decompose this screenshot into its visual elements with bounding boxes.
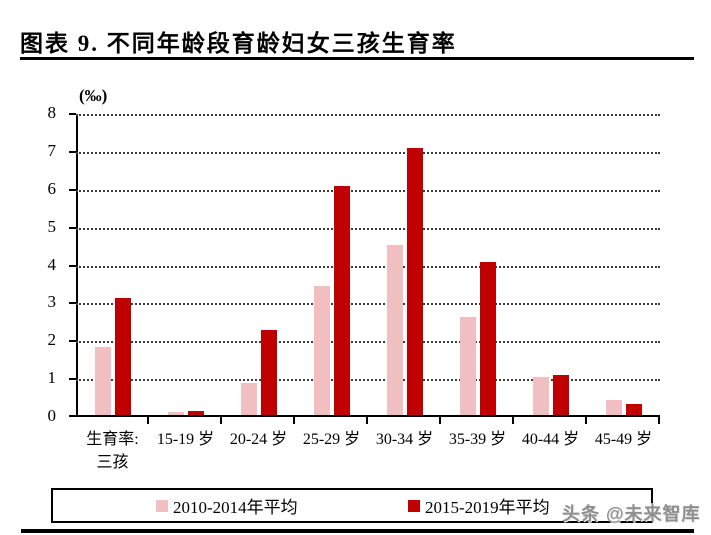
x-category-label-1: 生育率: 三孩 xyxy=(86,431,139,472)
x-category-label-3: 20-24 岁 xyxy=(229,431,288,448)
y-tick-label-8: 8 xyxy=(47,103,57,122)
y-tick-label-7: 7 xyxy=(47,140,57,160)
bar-2015-2019年平均-40-44 岁 xyxy=(552,375,569,415)
y-tick-mark-1 xyxy=(69,378,76,381)
x-category-label-6: 35-39 岁 xyxy=(448,431,507,448)
y-tick-label-2: 2 xyxy=(47,330,57,350)
legend-swatch-2015-2019 xyxy=(408,499,420,512)
x-category-label-8: 45-49 岁 xyxy=(594,431,653,448)
plot-area xyxy=(69,113,660,424)
gridline-3 xyxy=(76,303,660,306)
y-tick-mark-8 xyxy=(69,113,76,115)
legend-box: 2010-2014年平均 2015-2019年平均 xyxy=(51,488,653,523)
bar-2010-2014年平均-15-19 岁 xyxy=(167,412,184,415)
title-divider-rule xyxy=(20,57,694,60)
y-tick-label-6: 6 xyxy=(47,178,57,198)
x-tick-mark-8 xyxy=(658,417,660,424)
y-tick-mark-6 xyxy=(69,188,76,191)
bar-2010-2014年平均-45-49 岁 xyxy=(605,399,622,415)
x-tick-mark-2 xyxy=(220,417,222,424)
y-tick-mark-0 xyxy=(69,415,76,417)
y-tick-label-4: 4 xyxy=(47,254,57,274)
y-tick-label-5: 5 xyxy=(47,216,57,236)
y-tick-mark-4 xyxy=(69,264,76,267)
bar-2010-2014年平均-30-34 岁 xyxy=(386,244,403,415)
x-tick-mark-3 xyxy=(293,417,295,424)
bar-2010-2014年平均-生育率: xyxy=(94,346,111,415)
legend-label-2015-2019: 2015-2019年平均 xyxy=(425,498,550,517)
y-tick-label-0: 0 xyxy=(47,406,57,425)
gridline-7 xyxy=(76,151,660,154)
x-tick-mark-5 xyxy=(439,417,441,424)
x-tick-mark-7 xyxy=(585,417,587,424)
gridline-6 xyxy=(76,189,660,192)
legend-item-2015-2019: 2015-2019年平均 xyxy=(408,490,550,521)
x-tick-mark-4 xyxy=(366,417,368,424)
y-tick-label-3: 3 xyxy=(47,292,57,312)
y-tick-mark-5 xyxy=(69,226,76,229)
bar-2015-2019年平均-15-19 岁 xyxy=(187,411,204,415)
legend-item-2010-2014: 2010-2014年平均 xyxy=(156,490,298,521)
bar-2010-2014年平均-35-39 岁 xyxy=(459,316,476,415)
gridline-2 xyxy=(76,341,660,344)
bar-2015-2019年平均-35-39 岁 xyxy=(479,261,496,415)
y-tick-label-1: 1 xyxy=(47,368,57,388)
figure-title: 图表 9. 不同年龄段育龄妇女三孩生育率 xyxy=(20,31,457,56)
bar-2015-2019年平均-20-24 岁 xyxy=(260,329,277,415)
y-tick-mark-2 xyxy=(69,340,76,343)
watermark: 头条 @未来智库 xyxy=(562,504,701,524)
gridline-4 xyxy=(76,265,660,268)
bar-2010-2014年平均-40-44 岁 xyxy=(532,377,549,415)
bar-2015-2019年平均-生育率: xyxy=(114,297,131,415)
x-tick-mark-6 xyxy=(512,417,514,424)
bottom-divider-rule xyxy=(21,529,694,533)
x-category-label-7: 40-44 岁 xyxy=(521,431,580,448)
x-tick-mark-1 xyxy=(147,417,149,424)
legend-swatch-2010-2014 xyxy=(156,499,168,512)
bar-2015-2019年平均-30-34 岁 xyxy=(406,147,423,415)
bar-2010-2014年平均-25-29 岁 xyxy=(313,286,330,415)
y-tick-mark-7 xyxy=(69,150,76,153)
gridline-5 xyxy=(76,227,660,230)
bar-2015-2019年平均-25-29 岁 xyxy=(333,185,350,415)
y-tick-mark-3 xyxy=(69,302,76,305)
gridline-8 xyxy=(76,114,660,116)
x-category-label-5: 30-34 岁 xyxy=(375,431,434,448)
y-axis-unit-label: (‰) xyxy=(79,86,108,105)
x-axis-line xyxy=(76,415,660,417)
bar-2010-2014年平均-20-24 岁 xyxy=(240,382,257,415)
x-category-label-4: 25-29 岁 xyxy=(302,431,361,448)
x-category-label-2: 15-19 岁 xyxy=(156,431,215,448)
bar-2015-2019年平均-45-49 岁 xyxy=(625,403,642,415)
gridline-1 xyxy=(76,379,660,382)
legend-label-2010-2014: 2010-2014年平均 xyxy=(173,498,298,517)
